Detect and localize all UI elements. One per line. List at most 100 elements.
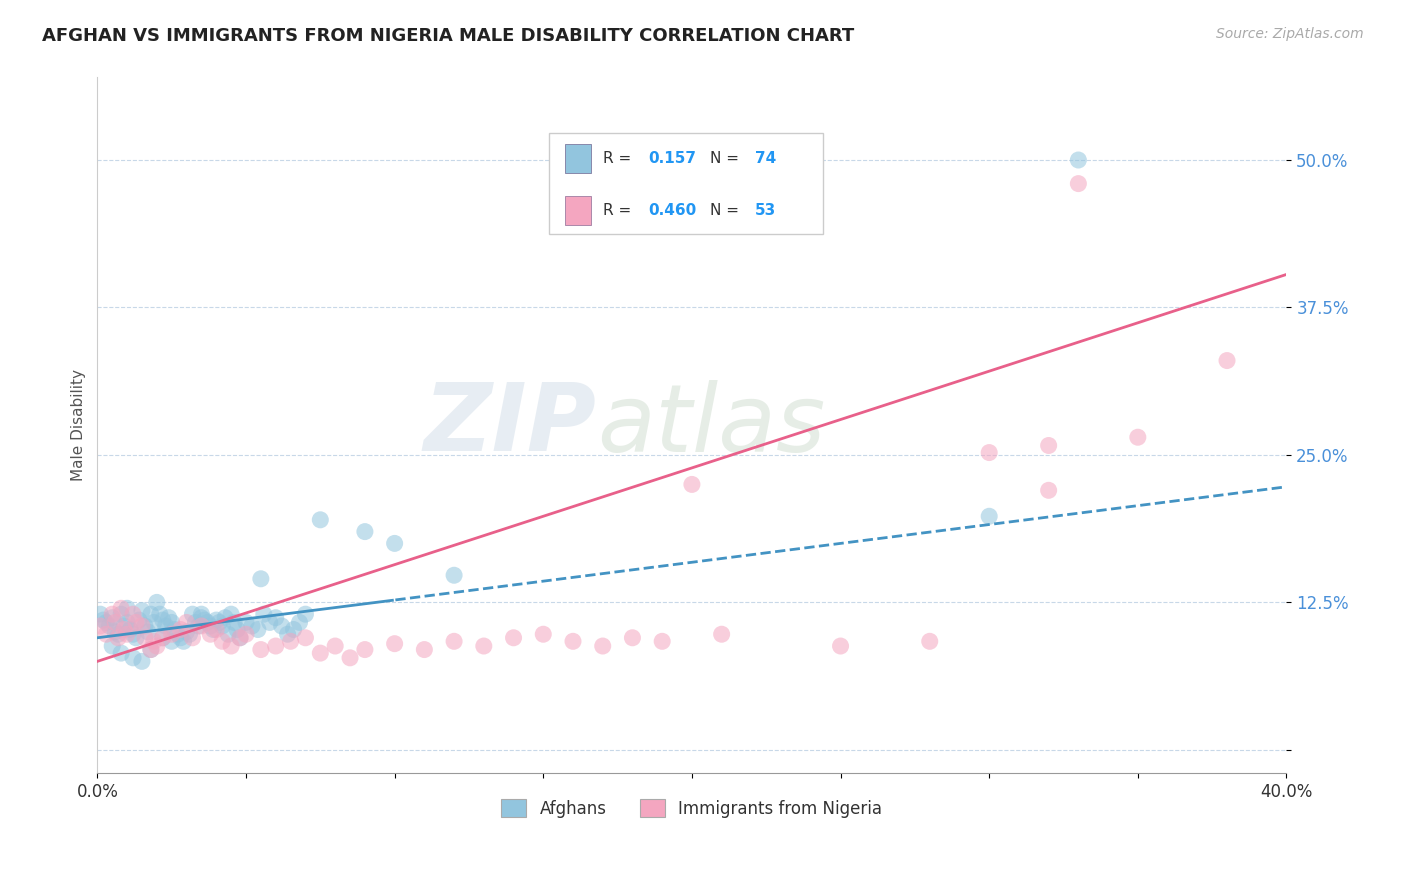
Point [101, 607, 124, 622]
Point [309, 646, 332, 660]
Point [200, 627, 222, 641]
Point [193, 613, 215, 627]
Y-axis label: Male Disability: Male Disability [72, 369, 86, 482]
Point [176, 615, 198, 630]
Point [502, 631, 524, 645]
Point [101, 611, 124, 625]
Point [710, 627, 733, 641]
Point [128, 613, 150, 627]
Point [1067, 153, 1090, 167]
FancyBboxPatch shape [565, 144, 591, 173]
Point [98, 619, 121, 633]
Point [531, 627, 554, 641]
Point [181, 607, 204, 622]
Point [107, 627, 129, 641]
Point [1038, 438, 1060, 452]
Point [160, 634, 183, 648]
Point [122, 607, 145, 622]
Point [184, 615, 207, 630]
Point [681, 477, 703, 491]
Point [979, 445, 1001, 459]
Point [131, 619, 153, 633]
Point [224, 615, 246, 630]
Point [115, 615, 138, 630]
Text: N =: N = [710, 151, 744, 166]
Point [283, 623, 305, 637]
Point [309, 513, 332, 527]
Point [1067, 177, 1090, 191]
Point [235, 615, 257, 630]
Point [152, 631, 174, 645]
Point [91, 613, 114, 627]
Point [211, 634, 233, 648]
Point [190, 607, 212, 622]
FancyBboxPatch shape [550, 133, 823, 234]
Text: ZIP: ZIP [423, 379, 596, 472]
Point [104, 624, 127, 639]
Point [152, 631, 174, 645]
Point [190, 619, 212, 633]
Point [208, 615, 231, 630]
Point [112, 623, 135, 637]
Point [110, 646, 132, 660]
Point [125, 615, 148, 630]
Point [149, 607, 172, 622]
Point [270, 619, 292, 633]
Point [96, 627, 118, 641]
Text: atlas: atlas [596, 380, 825, 471]
Point [169, 623, 191, 637]
Point [294, 607, 316, 622]
Point [155, 619, 177, 633]
Point [354, 524, 377, 539]
Point [146, 595, 169, 609]
Point [104, 615, 127, 630]
Point [190, 611, 212, 625]
Point [187, 619, 209, 633]
Point [443, 568, 465, 582]
Point [139, 642, 162, 657]
Point [979, 509, 1001, 524]
Point [152, 613, 174, 627]
Point [200, 619, 222, 633]
Point [173, 634, 195, 648]
Point [217, 627, 239, 641]
FancyBboxPatch shape [565, 195, 591, 225]
Point [1126, 430, 1149, 444]
Point [229, 631, 252, 645]
Point [651, 634, 673, 648]
Text: 0.460: 0.460 [648, 202, 696, 218]
Point [139, 642, 162, 657]
Point [160, 615, 183, 630]
Point [195, 615, 218, 630]
Point [443, 634, 465, 648]
Point [264, 611, 287, 625]
Point [211, 619, 233, 633]
Point [1216, 353, 1239, 368]
Point [277, 627, 299, 641]
Text: Source: ZipAtlas.com: Source: ZipAtlas.com [1216, 27, 1364, 41]
Point [125, 631, 148, 645]
Point [259, 615, 281, 630]
Point [139, 607, 162, 622]
Point [235, 627, 257, 641]
Point [89, 607, 111, 622]
Point [107, 631, 129, 645]
Point [134, 631, 156, 645]
Point [131, 654, 153, 668]
Point [219, 607, 242, 622]
Point [134, 619, 156, 633]
Point [592, 639, 614, 653]
Point [202, 623, 225, 637]
Point [280, 634, 302, 648]
Point [160, 627, 183, 641]
Point [246, 623, 269, 637]
Point [918, 634, 941, 648]
Point [229, 631, 252, 645]
Point [176, 624, 198, 639]
Point [96, 615, 118, 630]
Point [101, 639, 124, 653]
Point [384, 637, 406, 651]
Point [1038, 483, 1060, 498]
Legend: Afghans, Immigrants from Nigeria: Afghans, Immigrants from Nigeria [495, 793, 889, 824]
Point [181, 631, 204, 645]
